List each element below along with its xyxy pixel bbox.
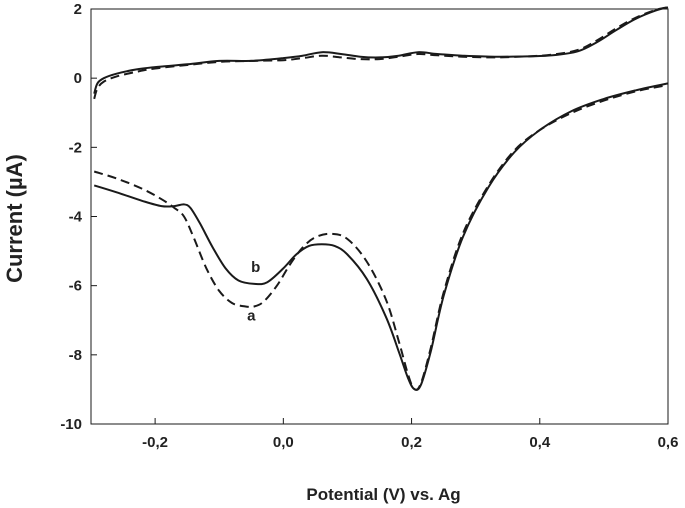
- curve-a-reverse: [93, 6, 669, 100]
- y-tick-label: 2: [74, 1, 82, 18]
- curve-b-reverse: [93, 6, 669, 94]
- x-tick-label: 0,2: [401, 434, 422, 451]
- y-tick-label: -6: [69, 278, 82, 295]
- x-tick-label: 0,6: [658, 434, 679, 451]
- curve-a-forward: [93, 84, 669, 391]
- curves: [93, 6, 669, 391]
- curve-label-b: b: [251, 259, 260, 276]
- curve-labels: ab: [247, 259, 260, 324]
- curve-b-forward: [93, 82, 669, 391]
- plot-frame: [90, 8, 669, 425]
- x-tick-label: 0,4: [529, 434, 551, 451]
- y-tick-label: 0: [74, 70, 82, 87]
- x-axis-title: Potential (V) vs. Ag: [306, 485, 460, 504]
- y-tick-label: -4: [69, 209, 83, 226]
- x-tick-label: -0,2: [142, 434, 168, 451]
- y-tick-label: -10: [60, 416, 82, 433]
- plot-area: [90, 8, 669, 425]
- y-axis: 2 0 -2 -4 -6 -8 -10: [60, 1, 97, 433]
- y-tick-label: -2: [69, 139, 82, 156]
- y-axis-title: Current (µA): [2, 154, 27, 283]
- x-tick-label: 0,0: [273, 434, 294, 451]
- x-axis: -0,2 0,0 0,2 0,4 0,6: [142, 418, 678, 451]
- y-tick-label: -8: [69, 347, 82, 364]
- curve-label-a: a: [247, 307, 256, 324]
